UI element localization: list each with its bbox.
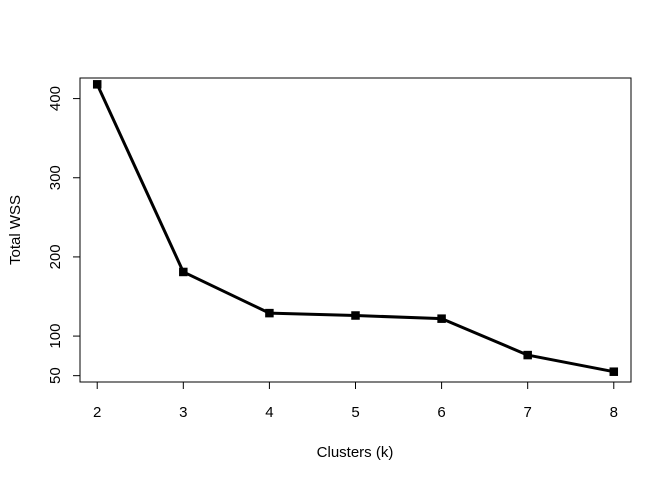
y-tick-label: 400 bbox=[47, 86, 64, 111]
series-layer bbox=[92, 80, 619, 376]
x-tick-label: 6 bbox=[437, 404, 445, 421]
x-tick-label: 8 bbox=[610, 404, 618, 421]
data-point bbox=[437, 314, 446, 323]
data-point bbox=[265, 308, 274, 318]
data-point bbox=[351, 311, 360, 320]
series-line bbox=[95, 82, 616, 374]
x-tick-label: 7 bbox=[524, 404, 532, 421]
y-tick-label: 200 bbox=[47, 244, 64, 269]
x-tick-label: 2 bbox=[93, 404, 101, 421]
y-axis-title: Total WSS bbox=[7, 195, 24, 265]
y-axis: 50 100 200 300 400 bbox=[47, 86, 81, 384]
y-tick-label: 300 bbox=[47, 165, 64, 190]
x-tick-label: 3 bbox=[179, 404, 187, 421]
data-point bbox=[609, 367, 619, 376]
x-tick-label: 5 bbox=[351, 404, 359, 421]
x-tick-label: 4 bbox=[265, 404, 273, 421]
x-axis-title: Clusters (k) bbox=[317, 444, 394, 461]
y-tick-label: 100 bbox=[47, 324, 64, 349]
data-point bbox=[523, 350, 532, 360]
data-point bbox=[92, 80, 102, 89]
y-tick-label: 50 bbox=[47, 367, 64, 384]
data-point bbox=[179, 267, 188, 277]
x-axis: 2 3 4 5 6 7 8 bbox=[93, 381, 618, 421]
